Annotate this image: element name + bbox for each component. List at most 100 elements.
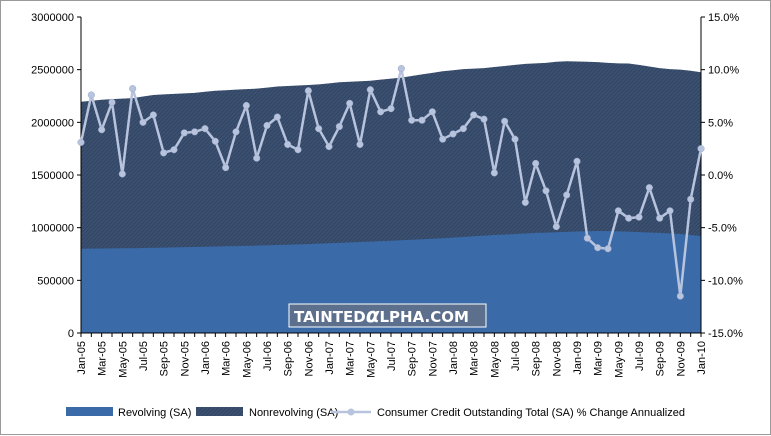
pct-change-point xyxy=(635,213,643,221)
pct-change-point xyxy=(211,137,219,145)
pct-change-point xyxy=(253,154,261,162)
pct-change-point xyxy=(490,169,498,177)
right-tick-label: -15.0% xyxy=(708,328,743,340)
pct-change-point xyxy=(263,121,271,130)
pct-change-point xyxy=(573,157,581,165)
pct-change-point xyxy=(356,140,364,148)
x-tick-label: Sep-06 xyxy=(283,341,295,376)
area-layer xyxy=(81,61,701,334)
pct-change-point xyxy=(656,214,664,222)
pct-change-point xyxy=(583,234,591,242)
x-tick-label: Jan-08 xyxy=(448,341,460,375)
pct-change-point xyxy=(108,98,116,106)
x-tick-label: May-05 xyxy=(117,341,129,378)
pct-change-point xyxy=(614,207,622,215)
pct-change-point xyxy=(470,111,478,119)
axes: 0 500000 1000000 1500000 2000000 2500000 30000… xyxy=(31,12,743,378)
line-layer xyxy=(77,65,705,300)
x-tick-label: Jul-06 xyxy=(262,341,274,371)
right-tick-label: -5.0% xyxy=(708,223,737,235)
x-tick-label: Jul-08 xyxy=(510,341,522,371)
left-tick-label: 500000 xyxy=(37,275,74,287)
watermark-text: TAINTEDαLPHA.COM xyxy=(294,303,469,327)
pct-change-point xyxy=(418,116,426,124)
pct-change-point xyxy=(666,207,674,215)
legend-swatch-nonrevolving xyxy=(196,407,243,416)
pct-change-point xyxy=(222,164,230,172)
pct-change-point xyxy=(273,113,281,121)
pct-change-point xyxy=(98,126,106,134)
pct-change-point xyxy=(428,108,436,116)
pct-change-point xyxy=(625,214,633,222)
pct-change-point xyxy=(377,108,385,116)
watermark-background xyxy=(288,303,487,328)
pct-change-point xyxy=(335,123,343,131)
x-tick-label: Jan-10 xyxy=(696,341,708,375)
pct-change-point xyxy=(594,244,602,252)
x-tick-label: Sep-07 xyxy=(407,341,419,376)
pct-change-point xyxy=(191,128,199,136)
pct-change-point xyxy=(284,140,292,148)
x-tick-label: Sep-05 xyxy=(159,341,171,376)
x-tick-label: May-06 xyxy=(241,341,253,378)
pct-change-point xyxy=(304,87,312,95)
left-tick-label: 2500000 xyxy=(31,65,74,77)
pct-change-point xyxy=(604,245,612,253)
watermark: TAINTEDαLPHA.COM xyxy=(288,303,487,328)
pct-change-point xyxy=(397,65,405,73)
x-tick-label: Sep-09 xyxy=(655,341,667,376)
pct-change-point xyxy=(77,138,85,146)
x-tick-label: May-09 xyxy=(613,341,625,378)
pct-change-point xyxy=(160,149,168,157)
pct-change-point xyxy=(408,116,416,124)
x-tick-label: Mar-09 xyxy=(593,341,605,376)
x-tick-label: Nov-06 xyxy=(303,341,315,376)
pct-change-point xyxy=(521,198,529,206)
pct-change-point xyxy=(325,143,333,151)
right-tick-label: 0.0% xyxy=(708,170,733,182)
x-tick-label: Jan-07 xyxy=(324,341,336,375)
pct-change-point xyxy=(294,146,302,154)
x-tick-label: Mar-08 xyxy=(469,341,481,376)
pct-change-point xyxy=(87,91,95,99)
pct-change-point xyxy=(242,101,250,110)
pct-change-point xyxy=(118,170,126,178)
legend: Revolving (SA) Nonrevolving (SA) Consume… xyxy=(66,407,685,419)
watermark-part2: LPHA.COM xyxy=(380,308,469,326)
x-tick-label: Sep-08 xyxy=(531,341,543,376)
pct-change-point xyxy=(645,184,653,192)
x-tick-label: May-07 xyxy=(365,341,377,378)
x-tick-label: May-08 xyxy=(489,341,501,378)
pct-change-point xyxy=(449,130,457,138)
left-tick-label: 2000000 xyxy=(31,117,74,129)
x-tick-label: Jan-06 xyxy=(200,341,212,375)
pct-change-point xyxy=(366,86,374,94)
pct-change-point xyxy=(532,159,540,167)
x-tick-label: Nov-09 xyxy=(675,341,687,376)
x-tick-label: Nov-08 xyxy=(551,341,563,376)
area-revolving xyxy=(81,231,701,333)
pct-change-point xyxy=(139,118,147,126)
pct-change-point xyxy=(315,125,323,133)
legend-swatch-revolving xyxy=(66,407,113,416)
pct-change-point xyxy=(687,195,695,203)
pct-change-point xyxy=(439,135,447,143)
right-tick-label: -10.0% xyxy=(708,275,743,287)
pct-change-point xyxy=(459,125,467,133)
legend-label-pct-change: Consumer Credit Outstanding Total (SA) %… xyxy=(377,407,685,419)
x-tick-label: Jan-09 xyxy=(572,341,584,375)
x-tick-label: Mar-06 xyxy=(221,341,233,376)
right-tick-label: 5.0% xyxy=(708,117,733,129)
right-tick-label: 15.0% xyxy=(708,12,739,24)
pct-change-point xyxy=(480,115,488,123)
pct-change-point xyxy=(552,223,560,231)
x-tick-label: Mar-07 xyxy=(345,341,357,376)
pct-change-point xyxy=(180,129,188,137)
pct-change-point xyxy=(346,99,354,107)
legend-label-revolving: Revolving (SA) xyxy=(118,407,191,419)
pct-change-point xyxy=(170,146,178,154)
pct-change-point xyxy=(542,187,550,195)
x-tick-label: Jul-09 xyxy=(634,341,646,371)
x-tick-label: Jan-05 xyxy=(76,341,88,375)
